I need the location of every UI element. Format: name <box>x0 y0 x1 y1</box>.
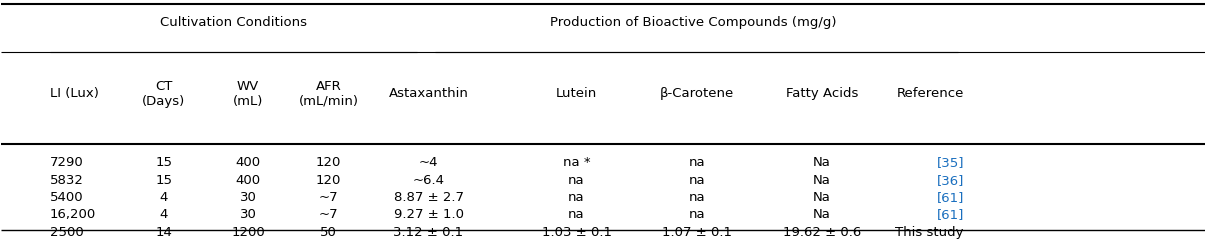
Text: na *: na * <box>563 156 591 169</box>
Text: 15: 15 <box>156 174 172 187</box>
Text: [61]: [61] <box>937 208 964 221</box>
Text: LI (Lux): LI (Lux) <box>49 87 99 100</box>
Text: 4: 4 <box>159 208 168 221</box>
Text: 16,200: 16,200 <box>49 208 95 221</box>
Text: AFR
(mL/min): AFR (mL/min) <box>299 80 358 108</box>
Text: 120: 120 <box>316 174 341 187</box>
Text: 5400: 5400 <box>49 191 83 204</box>
Text: 19.62 ± 0.6: 19.62 ± 0.6 <box>783 226 861 239</box>
Text: Fatty Acids: Fatty Acids <box>786 87 859 100</box>
Text: ~6.4: ~6.4 <box>412 174 445 187</box>
Text: 1200: 1200 <box>232 226 265 239</box>
Text: Cultivation Conditions: Cultivation Conditions <box>159 16 306 29</box>
Text: CT
(Days): CT (Days) <box>142 80 186 108</box>
Text: Production of Bioactive Compounds (mg/g): Production of Bioactive Compounds (mg/g) <box>550 16 837 29</box>
Text: Reference: Reference <box>896 87 964 100</box>
Text: na: na <box>689 208 706 221</box>
Text: ~7: ~7 <box>318 208 339 221</box>
Text: Astaxanthin: Astaxanthin <box>388 87 468 100</box>
Text: 2500: 2500 <box>49 226 83 239</box>
Text: 1.07 ± 0.1: 1.07 ± 0.1 <box>662 226 732 239</box>
Text: This study: This study <box>896 226 964 239</box>
Text: ~7: ~7 <box>318 191 339 204</box>
Text: 3.12 ± 0.1: 3.12 ± 0.1 <box>393 226 463 239</box>
Text: 8.87 ± 2.7: 8.87 ± 2.7 <box>393 191 463 204</box>
Text: Lutein: Lutein <box>556 87 597 100</box>
Text: 30: 30 <box>240 191 257 204</box>
Text: 400: 400 <box>235 156 260 169</box>
Text: WV
(mL): WV (mL) <box>233 80 263 108</box>
Text: β-Carotene: β-Carotene <box>660 87 734 100</box>
Text: na: na <box>568 191 585 204</box>
Text: [61]: [61] <box>937 191 964 204</box>
Text: na: na <box>689 156 706 169</box>
Text: 15: 15 <box>156 156 172 169</box>
Text: 4: 4 <box>159 191 168 204</box>
Text: 14: 14 <box>156 226 172 239</box>
Text: 120: 120 <box>316 156 341 169</box>
Text: 1.03 ± 0.1: 1.03 ± 0.1 <box>541 226 611 239</box>
Text: 7290: 7290 <box>49 156 83 169</box>
Text: 30: 30 <box>240 208 257 221</box>
Text: [36]: [36] <box>937 174 964 187</box>
Text: 400: 400 <box>235 174 260 187</box>
Text: Na: Na <box>813 208 831 221</box>
Text: na: na <box>568 174 585 187</box>
Text: 9.27 ± 1.0: 9.27 ± 1.0 <box>393 208 463 221</box>
Text: na: na <box>689 191 706 204</box>
Text: Na: Na <box>813 191 831 204</box>
Text: ~4: ~4 <box>418 156 438 169</box>
Text: Na: Na <box>813 174 831 187</box>
Text: 50: 50 <box>321 226 338 239</box>
Text: Na: Na <box>813 156 831 169</box>
Text: [35]: [35] <box>937 156 964 169</box>
Text: 5832: 5832 <box>49 174 83 187</box>
Text: na: na <box>568 208 585 221</box>
Text: na: na <box>689 174 706 187</box>
